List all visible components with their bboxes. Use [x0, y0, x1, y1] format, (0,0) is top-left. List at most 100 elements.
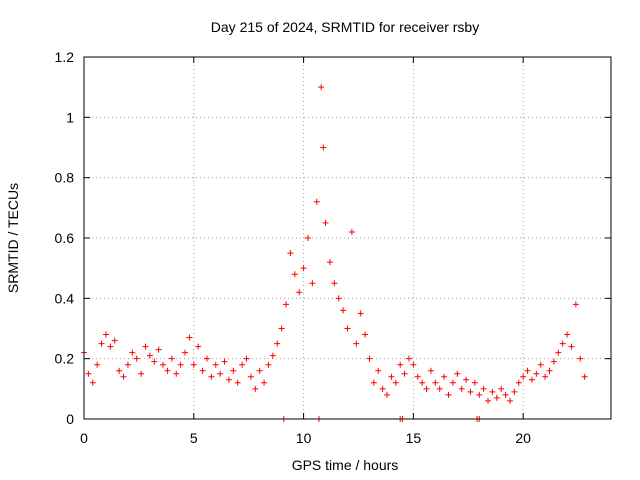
data-point [318, 84, 325, 91]
data-point [340, 307, 347, 314]
data-point [230, 367, 237, 374]
data-point [423, 385, 430, 392]
data-point [366, 355, 373, 362]
data-point [581, 373, 588, 380]
y-tick-label: 0.2 [55, 351, 75, 367]
data-point [405, 355, 412, 362]
data-point [225, 376, 232, 383]
data-point [414, 373, 421, 380]
data-point [357, 310, 364, 317]
data-point [94, 361, 101, 368]
data-point [217, 370, 224, 377]
data-point [142, 343, 149, 350]
y-tick-label: 0 [66, 411, 74, 427]
data-point [203, 355, 210, 362]
y-tick-label: 0.6 [55, 230, 75, 246]
data-point [506, 397, 513, 404]
data-point [168, 355, 175, 362]
data-point [436, 385, 443, 392]
data-point [190, 361, 197, 368]
x-tick-label: 15 [406, 430, 422, 446]
data-point [502, 391, 509, 398]
data-point [261, 379, 268, 386]
data-point [269, 352, 276, 359]
data-point [498, 385, 505, 392]
data-point [283, 301, 290, 308]
data-point [362, 331, 369, 338]
data-point [287, 250, 294, 257]
data-point [111, 337, 118, 344]
y-tick-label: 1.2 [55, 49, 75, 65]
data-point [419, 379, 426, 386]
x-axis-title: GPS time / hours [292, 457, 399, 473]
data-point [550, 358, 557, 365]
data-point [384, 391, 391, 398]
data-point [256, 367, 263, 374]
data-point [564, 331, 571, 338]
data-point [116, 367, 123, 374]
data-point [291, 271, 298, 278]
data-point [401, 370, 408, 377]
data-point [485, 397, 492, 404]
data-point [173, 370, 180, 377]
data-point [124, 361, 131, 368]
data-point [313, 198, 320, 205]
x-tick-label: 20 [515, 430, 531, 446]
data-point [160, 361, 167, 368]
data-points [81, 84, 588, 422]
data-point [247, 373, 254, 380]
data-point [427, 367, 434, 374]
x-tick-label: 5 [190, 430, 198, 446]
data-point [476, 391, 483, 398]
data-point [274, 340, 281, 347]
data-point [199, 367, 206, 374]
data-point [89, 379, 96, 386]
data-point [397, 361, 404, 368]
data-point [537, 361, 544, 368]
data-point [568, 343, 575, 350]
data-point [300, 265, 307, 272]
grid [84, 57, 611, 419]
data-point [471, 379, 478, 386]
x-tick-label: 0 [80, 430, 88, 446]
data-point [458, 385, 465, 392]
data-point [555, 349, 562, 356]
data-point [520, 373, 527, 380]
data-point [155, 346, 162, 353]
data-point [186, 334, 193, 341]
data-point [243, 355, 250, 362]
y-axis-title: SRMTID / TECUs [5, 183, 21, 293]
data-point [85, 370, 92, 377]
data-point [221, 358, 228, 365]
data-point [239, 361, 246, 368]
data-point [344, 325, 351, 332]
data-point [546, 367, 553, 374]
data-point [388, 373, 395, 380]
data-point [331, 280, 338, 287]
data-point [524, 367, 531, 374]
chart-title: Day 215 of 2024, SRMTID for receiver rsb… [211, 19, 479, 35]
data-point [322, 219, 329, 226]
data-point [449, 379, 456, 386]
data-point [151, 358, 158, 365]
data-point [133, 355, 140, 362]
data-point [278, 325, 285, 332]
data-point [392, 379, 399, 386]
data-point [528, 376, 535, 383]
data-point [102, 331, 109, 338]
data-point [467, 388, 474, 395]
data-point [572, 301, 579, 308]
data-point [370, 379, 377, 386]
data-point [177, 361, 184, 368]
data-point [335, 295, 342, 302]
data-point [120, 373, 127, 380]
y-tick-label: 0.4 [55, 290, 75, 306]
data-point [445, 391, 452, 398]
data-point [195, 343, 202, 350]
data-point [98, 340, 105, 347]
data-point [577, 355, 584, 362]
data-point [296, 289, 303, 296]
data-point [542, 373, 549, 380]
data-point [304, 235, 311, 241]
